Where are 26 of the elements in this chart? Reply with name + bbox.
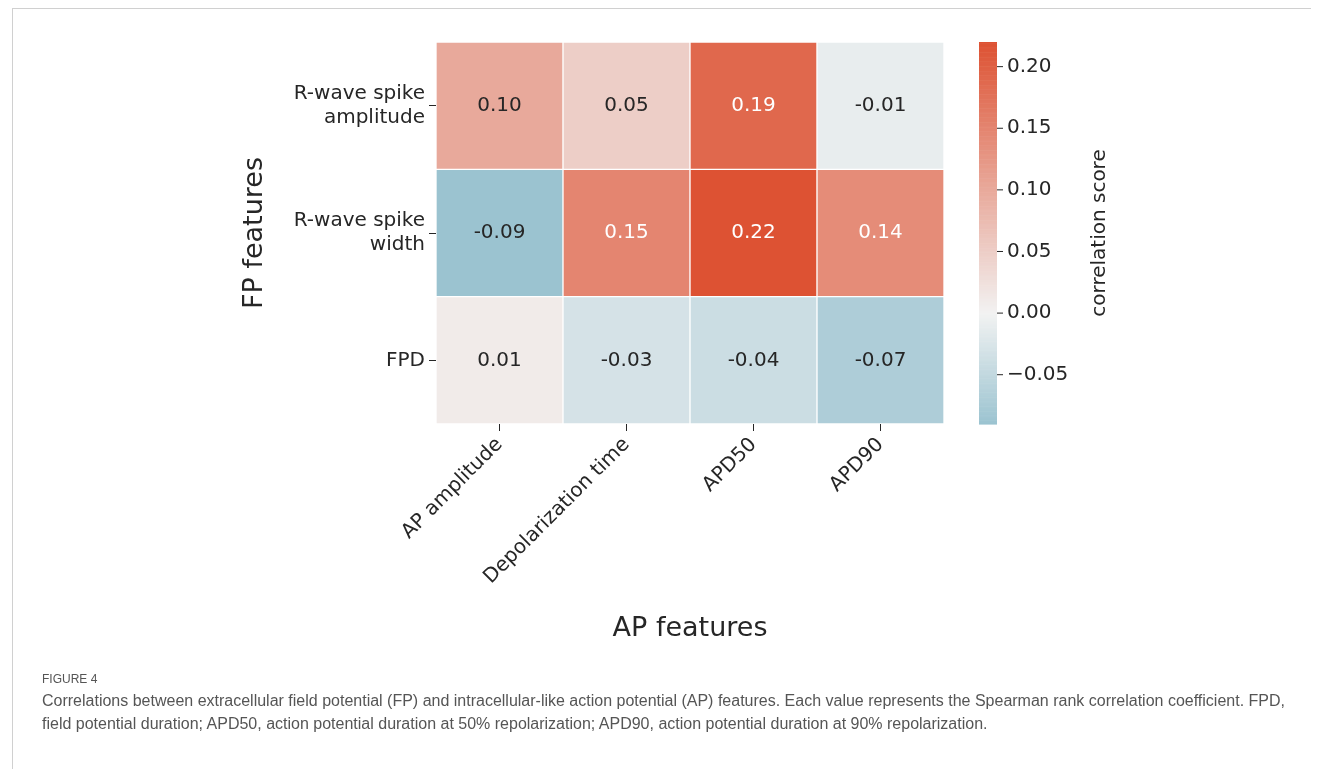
data-label: 0.10 xyxy=(477,91,522,116)
y-axis-title: FP features xyxy=(237,157,269,309)
color-bar-label: 0.00 xyxy=(1007,299,1052,324)
data-label: 0.05 xyxy=(604,91,649,116)
data-label: 0.01 xyxy=(477,346,522,371)
color-bar-label: −0.05 xyxy=(1007,360,1069,385)
data-label: 0.14 xyxy=(858,219,903,244)
y-tick-label: R-wave spike amplitude xyxy=(293,79,425,128)
color-bar-label: 0.10 xyxy=(1007,176,1052,201)
color-bar-label: 0.15 xyxy=(1007,114,1052,139)
data-label: -0.04 xyxy=(727,346,780,371)
data-label: 0.22 xyxy=(731,219,776,244)
data-label: -0.03 xyxy=(600,346,653,371)
y-tick-label: FPD xyxy=(386,346,425,371)
data-label: 0.19 xyxy=(731,91,776,116)
color-bar-label: 0.20 xyxy=(1007,52,1052,77)
color-bar-label: 0.05 xyxy=(1007,237,1052,262)
caption: FIGURE 4 xyxy=(42,671,99,687)
y-tick-label: R-wave spike width xyxy=(293,207,425,256)
x-axis-title: AP features xyxy=(612,610,768,642)
data-label: -0.07 xyxy=(854,346,907,371)
text: Correlations between extracellular field potential (FP) and intracellular-like action potential (AP) features. Each value represents the Spearman rank correlation coefficient. FPD, field potential duration; APD50, action potential duration at 50% repolarization; APD90, action potential duration at 90% repolarization. xyxy=(42,691,1286,734)
color-bar-title: correlation score xyxy=(1086,149,1111,317)
data-label: -0.01 xyxy=(854,91,907,116)
data-label: -0.09 xyxy=(473,219,526,244)
data-label: 0.15 xyxy=(604,219,649,244)
